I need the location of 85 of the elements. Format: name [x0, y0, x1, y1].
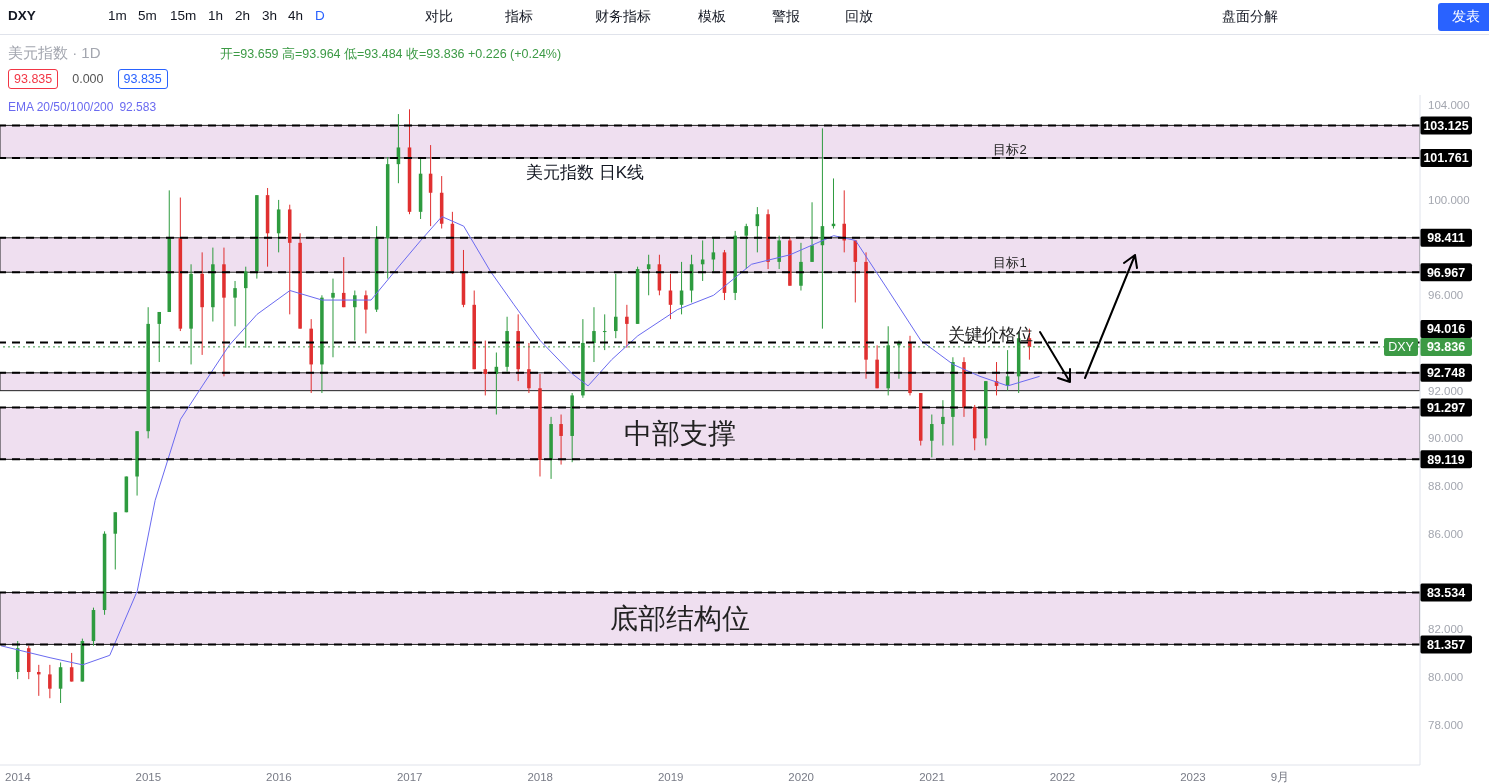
y-tick-label: 82.000 — [1428, 623, 1464, 636]
candlestick — [810, 201, 814, 263]
y-tick-label: 92.000 — [1428, 384, 1464, 397]
x-tick-label: 2018 — [527, 771, 553, 784]
candlestick — [527, 342, 531, 394]
text: 警报 — [772, 8, 800, 26]
candlestick — [930, 414, 934, 458]
ref-line-label: 91.297 — [1426, 400, 1466, 415]
band-label: 底部结构位 — [610, 603, 750, 635]
text: 指标 — [505, 8, 533, 26]
ref-line-label: 89.119 — [1427, 452, 1465, 467]
x-tick-label: 2014 — [5, 771, 32, 784]
x-tick-label: 2023 — [1180, 771, 1206, 784]
x-tick-label: 2019 — [657, 771, 684, 784]
text: 5m — [138, 8, 157, 23]
ref-line-label: 96.967 — [1426, 265, 1466, 280]
text: 4h — [288, 8, 304, 23]
text: 1m — [108, 8, 127, 23]
text: 3h — [262, 8, 278, 23]
candlestick — [157, 311, 162, 363]
x-tick-label: 2017 — [396, 771, 423, 784]
x-tick-label: 2020 — [788, 771, 814, 784]
x-tick-label: 9月 — [1270, 771, 1290, 784]
ref-line-label: 83.534 — [1426, 586, 1466, 601]
band-label: 目标1 — [993, 255, 1027, 271]
y-tick-label: 86.000 — [1428, 527, 1464, 540]
candlestick — [625, 304, 629, 349]
text: D — [315, 8, 325, 23]
ref-line-label: 92.748 — [1426, 366, 1466, 381]
y-tick-label: 78.000 — [1428, 718, 1464, 731]
text: 开=93.659 高=93.964 低=93.484 收=93.836 +0.226 (+0.24%) — [220, 46, 562, 63]
candlestick — [559, 414, 563, 466]
candlestick — [614, 273, 618, 339]
ref-line-label: 98.411 — [1427, 231, 1465, 246]
text: 93.835 — [117, 69, 168, 89]
text: DXY — [8, 8, 36, 23]
ref-line-label: 101.761 — [1423, 151, 1469, 166]
y-tick-label: 104.000 — [1428, 98, 1470, 111]
y-tick-label: 96.000 — [1428, 289, 1464, 302]
x-tick-label: 2021 — [919, 771, 945, 784]
text: 1h — [208, 8, 224, 23]
x-tick-label: 2022 — [1049, 771, 1076, 784]
band-label: 目标2 — [993, 141, 1027, 157]
text: 对比 — [425, 8, 453, 26]
candlestick — [941, 399, 945, 446]
text: 0.000 — [71, 71, 105, 88]
text: 模板 — [698, 8, 726, 26]
text: 财务指标 — [595, 8, 651, 26]
annotation: 92.583 — [119, 100, 157, 114]
candlestick — [711, 237, 716, 272]
chart-subtitle: 美元指数 · 1D — [8, 44, 101, 63]
candlestick — [364, 290, 368, 334]
band-label: 中部支撑 — [624, 418, 736, 450]
candlestick — [592, 306, 596, 363]
candlestick — [353, 290, 357, 342]
candlestick — [233, 280, 237, 327]
text: 回放 — [845, 8, 873, 26]
candlestick — [37, 664, 41, 697]
text: 盘面分解 — [1222, 8, 1278, 26]
candlestick — [26, 645, 31, 680]
x-tick-label: 2016 — [266, 771, 292, 784]
y-tick-label: 88.000 — [1428, 480, 1464, 493]
candlestick — [744, 223, 749, 270]
text: 2h — [235, 8, 251, 23]
candlestick — [799, 242, 803, 292]
x-tick-label: 2015 — [135, 771, 162, 784]
text: 93.835 — [8, 69, 59, 89]
candlestick — [48, 664, 52, 699]
ref-line-label: 93.836 — [1426, 340, 1466, 355]
text: EMA 20/50/100/200 — [8, 100, 114, 114]
candlestick — [331, 278, 335, 358]
y-tick-label: 90.000 — [1428, 432, 1464, 445]
text: 美元指数 日K线 — [525, 163, 645, 182]
ref-line-label: 81.357 — [1426, 637, 1466, 652]
text: 发表 — [1438, 3, 1489, 31]
text: 15m — [170, 8, 197, 23]
line-series — [0, 216, 1041, 666]
y-tick-label: 80.000 — [1428, 670, 1464, 683]
ref-line-label: 94.016 — [1426, 322, 1466, 337]
ref-line-label: 103.125 — [1423, 118, 1469, 133]
candlestick — [244, 266, 248, 349]
y-tick-label: 100.000 — [1428, 193, 1470, 206]
candlestick — [842, 189, 846, 253]
annotation: DXY — [1388, 340, 1415, 355]
candlestick — [777, 235, 781, 270]
